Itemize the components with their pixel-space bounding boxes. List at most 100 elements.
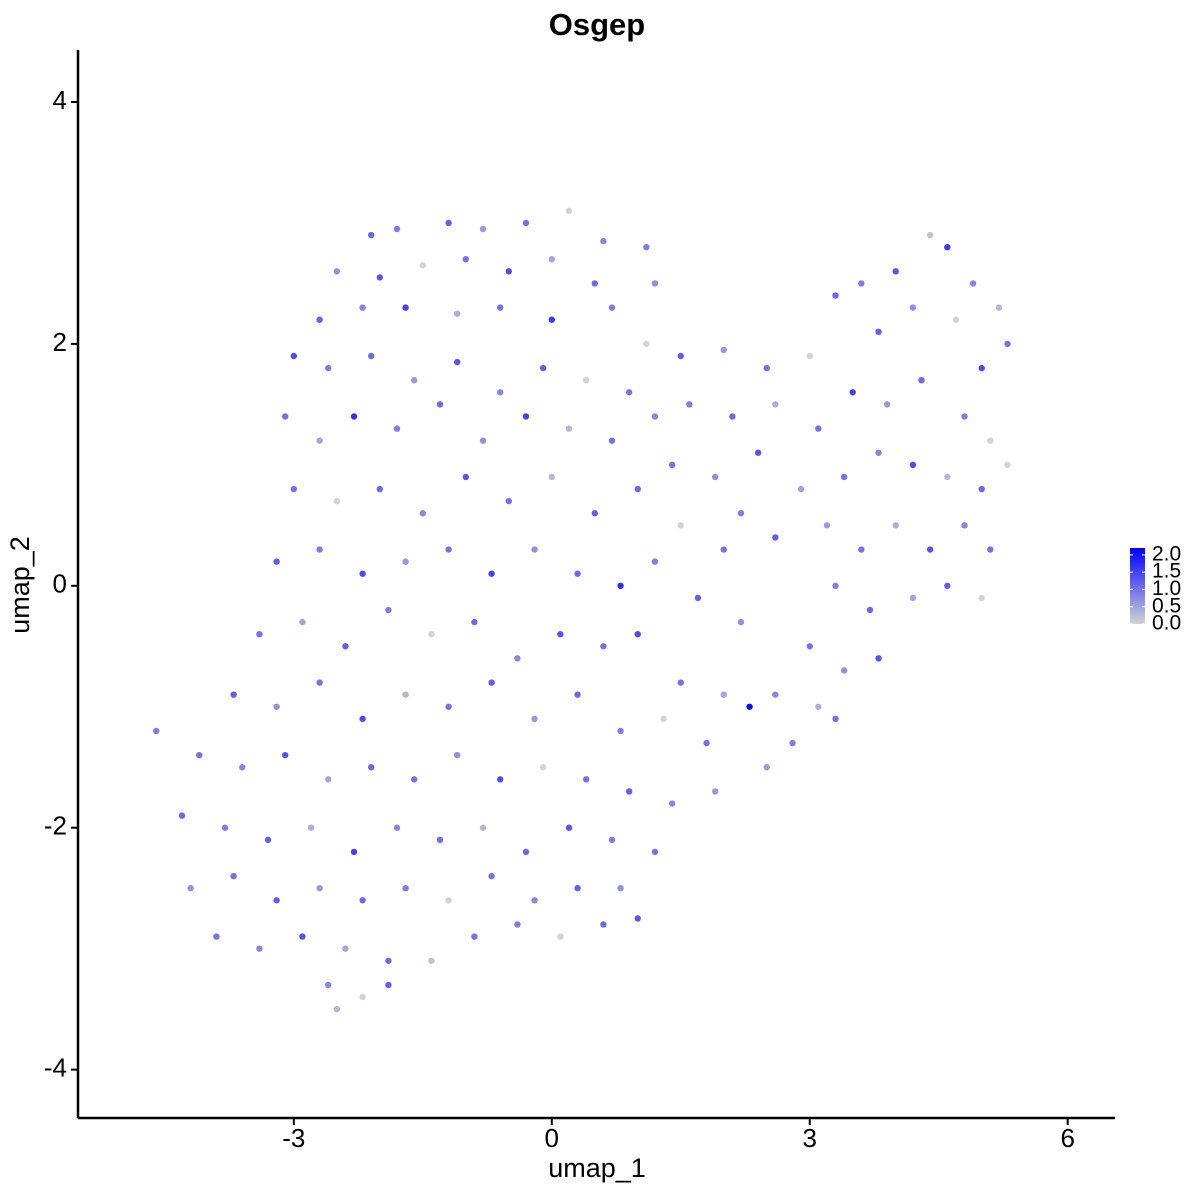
point — [299, 618, 306, 626]
point — [625, 788, 633, 795]
point — [290, 485, 298, 493]
point — [815, 703, 822, 710]
point — [600, 921, 607, 928]
point — [591, 510, 598, 517]
point — [720, 346, 727, 354]
point — [625, 389, 633, 396]
point — [875, 328, 882, 336]
point — [359, 715, 366, 723]
point — [256, 945, 263, 952]
point — [557, 630, 564, 638]
point — [797, 485, 805, 493]
point — [522, 848, 530, 856]
point — [462, 473, 470, 481]
point — [815, 425, 822, 432]
point — [488, 679, 495, 686]
point — [737, 618, 745, 626]
point — [445, 703, 452, 710]
point — [574, 884, 581, 892]
point — [754, 449, 762, 456]
point — [350, 413, 358, 420]
point — [720, 691, 727, 698]
point — [892, 268, 899, 275]
point — [840, 473, 848, 481]
point — [703, 739, 710, 747]
point — [978, 364, 985, 372]
legend-tick-label: 1.0 — [1152, 577, 1181, 600]
point — [479, 225, 487, 233]
point — [677, 679, 684, 686]
point — [548, 256, 555, 263]
point — [359, 304, 366, 311]
point — [548, 316, 555, 323]
point — [978, 594, 985, 602]
point — [488, 570, 495, 577]
x-tick-label: -3 — [282, 1123, 305, 1153]
x-axis-label: umap_1 — [548, 1153, 646, 1183]
point — [368, 231, 375, 239]
point — [600, 643, 607, 650]
point — [832, 715, 839, 723]
point — [944, 582, 951, 590]
point — [402, 691, 409, 698]
point — [875, 449, 882, 456]
y-axis-label: umap_2 — [5, 536, 35, 634]
point — [230, 872, 237, 880]
point — [918, 376, 925, 384]
point — [316, 437, 323, 444]
point — [944, 473, 951, 481]
point — [376, 485, 384, 493]
point — [608, 304, 616, 311]
point — [651, 558, 659, 565]
point — [316, 679, 323, 686]
x-tick-label: 6 — [1060, 1123, 1074, 1153]
point — [582, 776, 590, 783]
point — [505, 497, 512, 505]
point — [316, 316, 323, 323]
point — [660, 715, 667, 723]
point — [359, 993, 366, 1001]
point — [239, 764, 246, 771]
point — [428, 630, 435, 638]
point — [574, 570, 581, 577]
point — [883, 401, 891, 408]
point — [342, 945, 349, 952]
point — [565, 207, 573, 215]
point — [385, 606, 392, 614]
point — [557, 933, 564, 940]
point — [875, 655, 882, 662]
point — [402, 884, 409, 892]
point — [196, 751, 203, 759]
point — [282, 413, 289, 420]
point — [273, 703, 280, 710]
point — [591, 280, 598, 287]
point — [866, 606, 874, 614]
point — [496, 776, 504, 783]
point — [402, 304, 409, 311]
point — [746, 703, 753, 710]
point — [531, 546, 538, 553]
point — [617, 884, 624, 892]
point — [454, 751, 461, 759]
point — [849, 389, 856, 396]
point — [221, 824, 229, 831]
legend-tick-label: 0.0 — [1152, 612, 1181, 635]
point — [539, 364, 547, 372]
point — [772, 401, 779, 408]
point — [643, 243, 650, 251]
point — [729, 413, 736, 420]
point — [359, 897, 366, 904]
point — [333, 497, 341, 505]
point — [419, 510, 427, 517]
point — [213, 933, 220, 940]
point — [969, 280, 977, 287]
point — [987, 437, 994, 444]
point — [574, 691, 581, 698]
point — [462, 256, 470, 263]
point — [393, 425, 401, 432]
point — [806, 643, 813, 650]
point — [496, 389, 504, 396]
point — [858, 280, 865, 287]
point — [187, 884, 194, 892]
point — [1004, 461, 1011, 469]
